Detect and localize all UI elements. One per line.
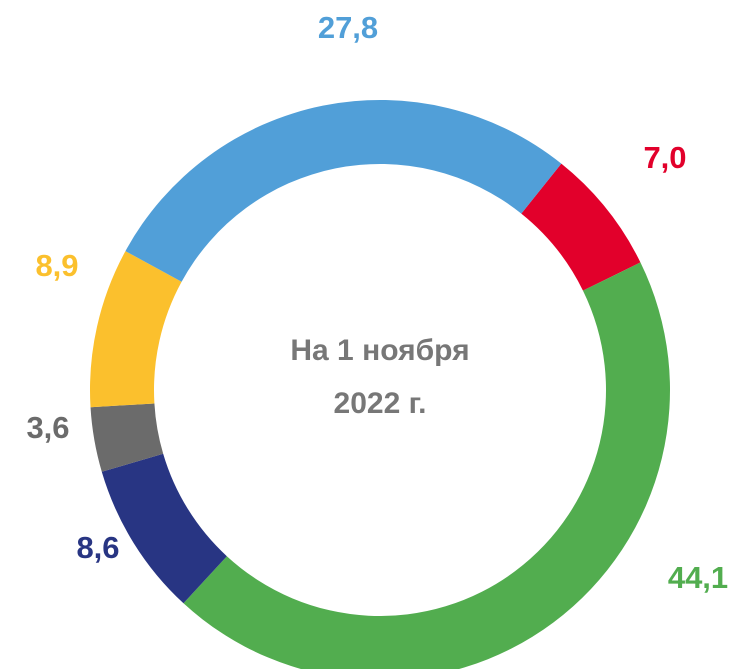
center-label: На 1 ноября: [290, 334, 469, 367]
donut-segment: [90, 251, 182, 408]
value-label: 7,0: [643, 140, 686, 175]
donut-segment: [125, 99, 562, 282]
value-label: 3,6: [26, 410, 69, 445]
center-label: 2022 г.: [334, 387, 427, 420]
donut-segment: [101, 453, 227, 604]
value-label: 44,1: [668, 560, 728, 595]
value-label: 8,6: [76, 530, 119, 565]
value-label: 8,9: [35, 248, 78, 283]
value-label: 27,8: [318, 10, 378, 45]
donut-segment: [521, 163, 641, 291]
donut-segment: [183, 262, 670, 669]
donut-segment: [90, 403, 164, 472]
